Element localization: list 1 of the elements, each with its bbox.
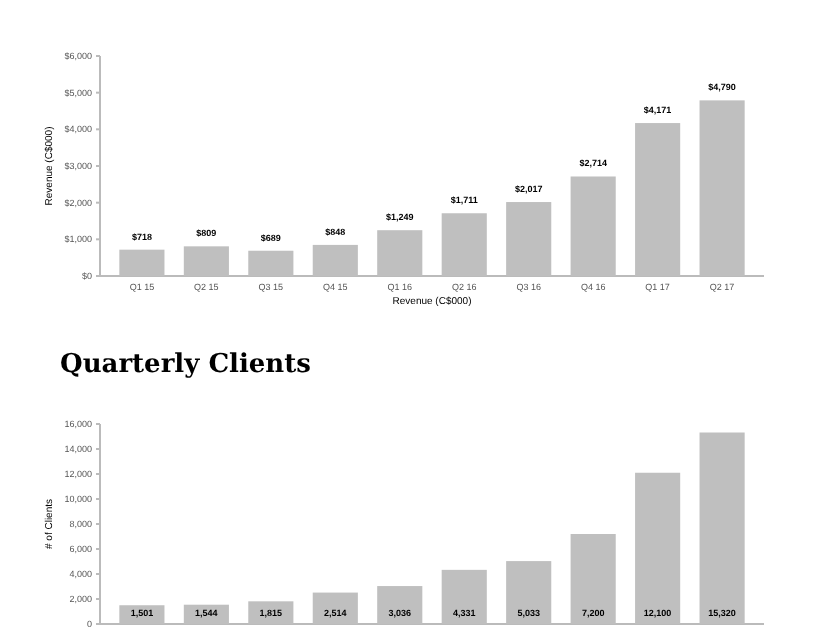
chart-title: Quarterly Clients <box>60 350 311 380</box>
